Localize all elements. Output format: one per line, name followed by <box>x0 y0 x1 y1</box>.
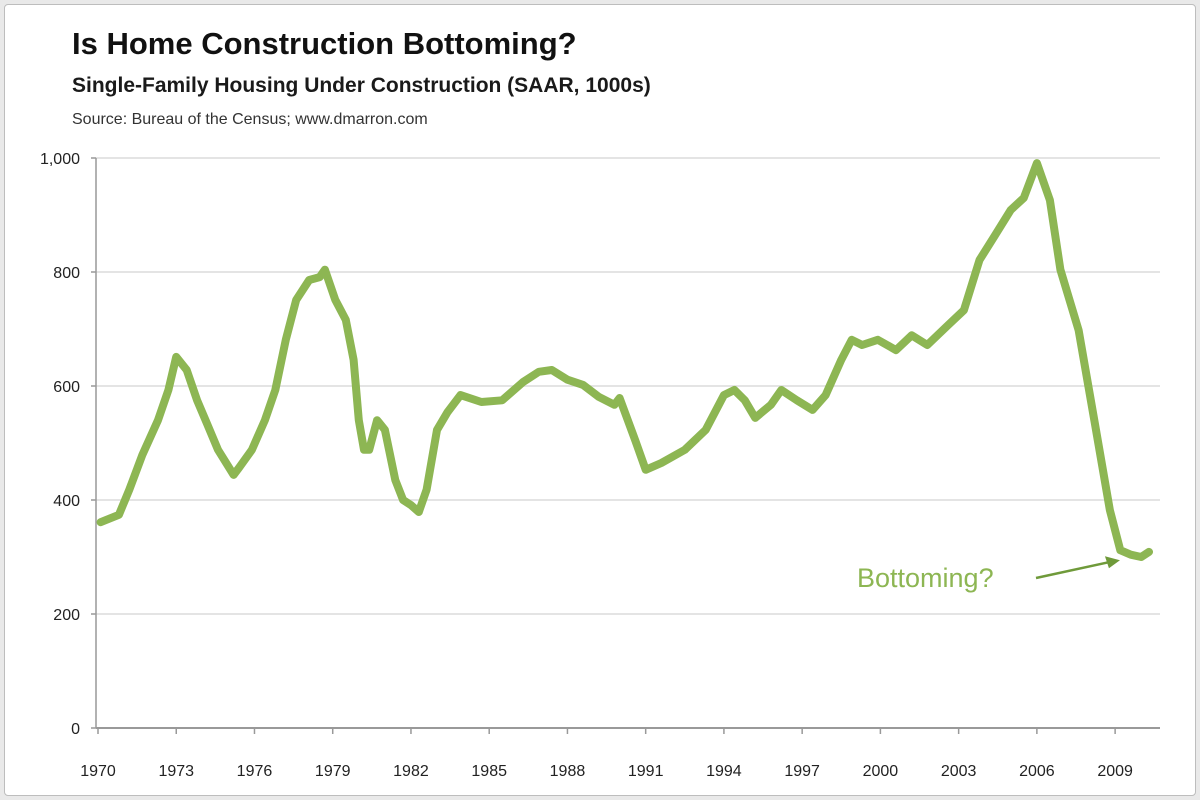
x-tick-label: 1985 <box>471 763 507 780</box>
x-tick-label: 1988 <box>550 763 586 780</box>
annotation-layer: Bottoming? <box>857 556 1120 593</box>
series-line <box>96 159 1153 561</box>
x-tick-label: 2003 <box>941 763 977 780</box>
x-tick-label: 1976 <box>237 763 273 780</box>
x-tick-label: 2006 <box>1019 763 1055 780</box>
series-layer <box>96 159 1153 561</box>
chart-title: Is Home Construction Bottoming? <box>72 26 577 61</box>
annotation-label: Bottoming? <box>857 563 994 593</box>
y-tick-label: 200 <box>53 607 80 624</box>
y-tick-label: 400 <box>53 493 80 510</box>
chart-subtitle: Single-Family Housing Under Construction… <box>72 74 651 97</box>
x-tick-label: 1970 <box>80 763 116 780</box>
y-tick-label: 600 <box>53 379 80 396</box>
axes <box>91 157 1160 734</box>
annotation-arrow <box>1035 560 1114 580</box>
y-tick-label: 0 <box>71 721 80 738</box>
chart-source: Source: Bureau of the Census; www.dmarro… <box>72 111 428 128</box>
x-tick-label: 1997 <box>784 763 820 780</box>
x-tick-label: 2000 <box>863 763 899 780</box>
y-tick-label: 800 <box>53 265 80 282</box>
y-tick-label: 1,000 <box>40 151 80 168</box>
x-tick-label: 1991 <box>628 763 664 780</box>
x-tick-label: 1982 <box>393 763 429 780</box>
x-tick-label: 2009 <box>1097 763 1133 780</box>
arrowhead-icon <box>1104 556 1120 569</box>
x-tick-label: 1973 <box>158 763 194 780</box>
tick-labels: 0 200 400 600 800 1,000 1970 1973 1976 1979 1982 19… <box>40 151 1133 780</box>
x-tick-label: 1979 <box>315 763 351 780</box>
x-tick-label: 1994 <box>706 763 742 780</box>
